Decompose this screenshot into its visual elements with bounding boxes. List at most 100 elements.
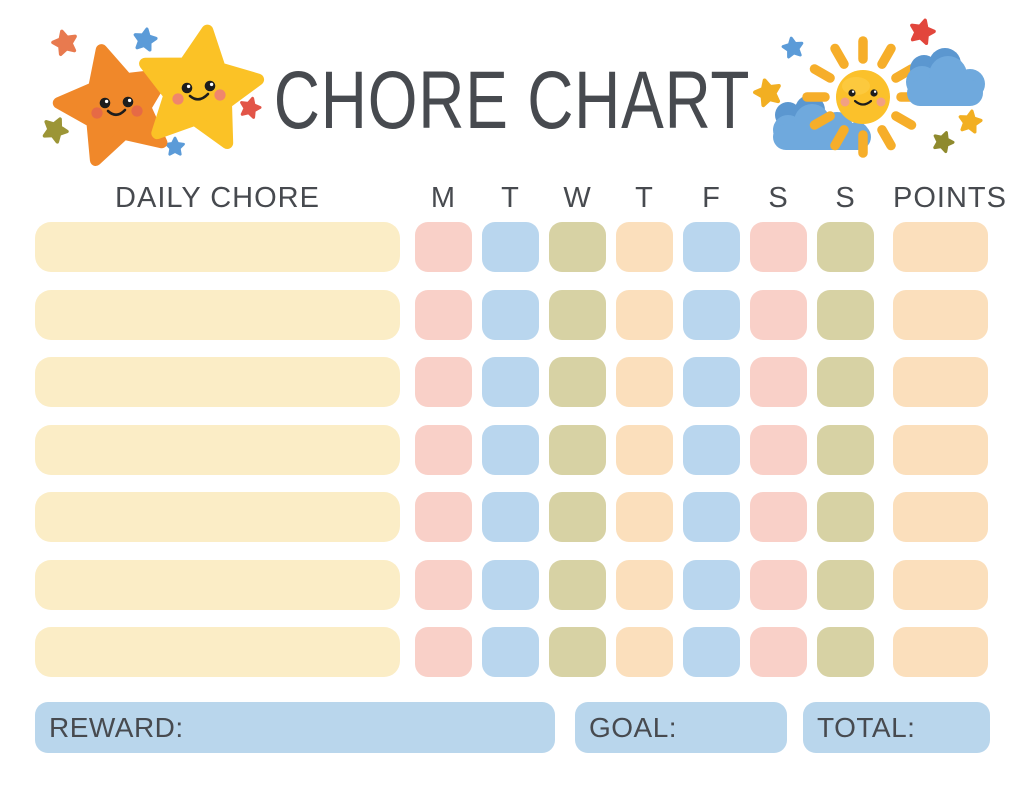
day-cell-F-row7[interactable] (683, 627, 740, 677)
day-cell-S-row5[interactable] (817, 492, 874, 542)
chore-name-cell[interactable] (35, 289, 400, 340)
day-cell-T-row6[interactable] (616, 559, 673, 610)
cloud-icon (906, 48, 985, 106)
small-star-icon (931, 129, 955, 153)
day-header-5: F (702, 182, 721, 214)
day-header-3: W (563, 182, 592, 214)
day-cell-M-row1[interactable] (415, 222, 472, 272)
orange-star-icon (48, 36, 182, 166)
day-cell-T-row2[interactable] (482, 289, 539, 340)
day-cell-T-row2[interactable] (616, 289, 673, 340)
reward-box[interactable]: REWARD: (35, 702, 555, 753)
day-cell-M-row4[interactable] (415, 424, 472, 475)
day-cell-T-row5[interactable] (482, 492, 539, 542)
day-cell-S-row6[interactable] (750, 559, 807, 610)
chore-row-1 (0, 222, 1024, 272)
points-cell[interactable] (893, 559, 988, 610)
day-cell-W-row1[interactable] (549, 222, 606, 272)
day-cell-T-row5[interactable] (616, 492, 673, 542)
day-cell-T-row4[interactable] (482, 424, 539, 475)
day-header-4: T (635, 182, 654, 214)
day-header-6: S (768, 182, 789, 214)
chore-name-cell[interactable] (35, 222, 400, 272)
day-cell-T-row1[interactable] (482, 222, 539, 272)
chore-name-cell[interactable] (35, 559, 400, 610)
day-cell-F-row3[interactable] (683, 357, 740, 407)
total-box[interactable]: TOTAL: (803, 702, 990, 753)
day-cell-S-row1[interactable] (750, 222, 807, 272)
day-cell-W-row3[interactable] (549, 357, 606, 407)
day-cell-T-row4[interactable] (616, 424, 673, 475)
chore-row-5 (0, 492, 1024, 542)
day-cell-S-row1[interactable] (817, 222, 874, 272)
chore-row-2 (0, 289, 1024, 340)
small-star-icon (51, 28, 79, 55)
chore-name-cell[interactable] (35, 357, 400, 407)
day-cell-S-row4[interactable] (750, 424, 807, 475)
goal-box[interactable]: GOAL: (575, 702, 787, 753)
chore-name-cell[interactable] (35, 627, 400, 677)
points-cell[interactable] (893, 289, 988, 340)
chore-name-cell[interactable] (35, 424, 400, 475)
day-cell-T-row1[interactable] (616, 222, 673, 272)
day-cell-W-row7[interactable] (549, 627, 606, 677)
day-cell-S-row7[interactable] (750, 627, 807, 677)
sun-icon (836, 70, 890, 124)
small-star-icon (133, 27, 157, 50)
day-cell-W-row5[interactable] (549, 492, 606, 542)
chore-row-3 (0, 357, 1024, 407)
points-cell[interactable] (893, 424, 988, 475)
points-cell[interactable] (893, 357, 988, 407)
small-star-icon (908, 17, 936, 44)
points-cell[interactable] (893, 492, 988, 542)
total-label: TOTAL: (817, 712, 916, 743)
reward-label: REWARD: (49, 712, 184, 743)
day-cell-T-row3[interactable] (482, 357, 539, 407)
day-cell-M-row3[interactable] (415, 357, 472, 407)
day-header-2: T (501, 182, 520, 214)
day-cell-S-row3[interactable] (817, 357, 874, 407)
day-cell-F-row6[interactable] (683, 559, 740, 610)
chore-row-4 (0, 424, 1024, 475)
day-cell-F-row1[interactable] (683, 222, 740, 272)
day-cell-S-row2[interactable] (750, 289, 807, 340)
day-cell-T-row6[interactable] (482, 559, 539, 610)
day-cell-S-row3[interactable] (750, 357, 807, 407)
small-star-icon (41, 114, 71, 143)
small-star-icon (958, 109, 982, 132)
sun-clouds-illustration (752, 12, 1017, 172)
goal-label: GOAL: (589, 712, 678, 743)
day-cell-M-row7[interactable] (415, 627, 472, 677)
day-cell-F-row5[interactable] (683, 492, 740, 542)
daily-chore-header: DAILY CHORE (115, 182, 320, 214)
points-header: POINTS (893, 182, 1007, 214)
day-cell-T-row7[interactable] (482, 627, 539, 677)
day-cell-W-row2[interactable] (549, 289, 606, 340)
day-cell-F-row4[interactable] (683, 424, 740, 475)
day-cell-S-row4[interactable] (817, 424, 874, 475)
day-cell-S-row5[interactable] (750, 492, 807, 542)
day-cell-S-row2[interactable] (817, 289, 874, 340)
two-stars-illustration (36, 16, 281, 166)
page-title: CHORE CHART (273, 55, 751, 146)
chore-row-7 (0, 627, 1024, 677)
day-cell-T-row3[interactable] (616, 357, 673, 407)
day-cell-S-row7[interactable] (817, 627, 874, 677)
day-cell-M-row2[interactable] (415, 289, 472, 340)
day-cell-M-row5[interactable] (415, 492, 472, 542)
day-cell-F-row2[interactable] (683, 289, 740, 340)
chore-name-cell[interactable] (35, 492, 400, 542)
small-star-icon (753, 77, 783, 106)
sun-rays-icon (802, 36, 924, 158)
day-cell-M-row6[interactable] (415, 559, 472, 610)
yellow-star-icon (136, 23, 264, 146)
points-cell[interactable] (893, 222, 988, 272)
day-cell-S-row6[interactable] (817, 559, 874, 610)
day-cell-W-row4[interactable] (549, 424, 606, 475)
day-cell-T-row7[interactable] (616, 627, 673, 677)
day-cell-W-row6[interactable] (549, 559, 606, 610)
day-header-7: S (835, 182, 856, 214)
chore-row-6 (0, 559, 1024, 610)
points-cell[interactable] (893, 627, 988, 677)
